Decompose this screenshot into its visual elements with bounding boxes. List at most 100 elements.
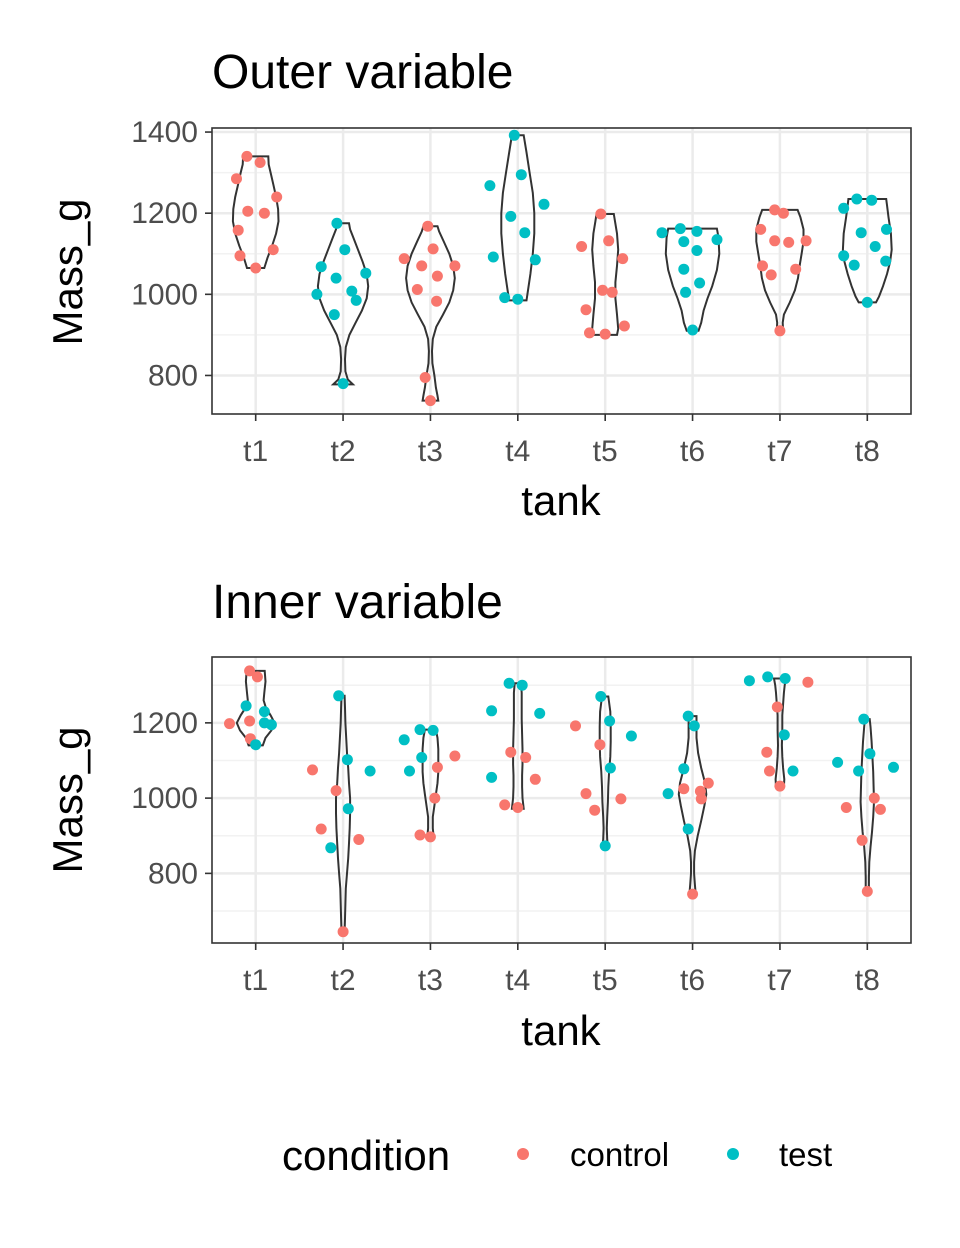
- data-point-control: [777, 207, 789, 219]
- data-point-test: [342, 803, 354, 815]
- y-tick-label: 1200: [131, 197, 198, 230]
- data-point-test: [516, 679, 528, 691]
- data-point-control: [695, 793, 707, 805]
- legend-title: condition: [282, 1132, 450, 1179]
- x-tick-label-t7: t7: [767, 435, 792, 468]
- y-tick-label: 800: [148, 857, 198, 890]
- data-point-control: [512, 802, 524, 813]
- data-point-test: [787, 765, 799, 777]
- violin-t6: [664, 227, 721, 332]
- data-point-test: [427, 724, 439, 736]
- data-point-test: [604, 715, 616, 727]
- data-point-control: [774, 325, 786, 337]
- data-point-control: [580, 304, 592, 316]
- data-point-control: [618, 320, 630, 332]
- data-point-test: [674, 223, 686, 235]
- x-tick-label-t4: t4: [505, 435, 530, 468]
- data-point-control: [250, 262, 262, 274]
- data-point-test: [778, 729, 790, 741]
- data-point-test: [656, 227, 668, 239]
- data-point-test: [341, 754, 353, 766]
- data-point-control: [419, 372, 431, 383]
- data-point-control: [422, 220, 434, 232]
- data-point-test: [414, 724, 426, 736]
- data-point-control: [687, 888, 699, 900]
- data-point-test: [240, 700, 252, 712]
- data-point-test: [853, 765, 865, 777]
- x-tick-label-t5: t5: [593, 964, 618, 997]
- x-tick-label-t3: t3: [418, 964, 443, 997]
- data-point-control: [429, 792, 441, 804]
- data-point-control: [427, 243, 439, 255]
- data-point-test: [680, 286, 692, 298]
- panel-title-inner: Inner variable: [212, 576, 503, 629]
- data-point-test: [779, 673, 791, 684]
- data-point-control: [874, 803, 886, 815]
- legend-key-control: [517, 1148, 529, 1160]
- data-point-control: [702, 777, 714, 789]
- data-point-test: [880, 255, 892, 267]
- x-tick-label-t2: t2: [331, 435, 356, 468]
- data-point-control: [603, 235, 615, 247]
- data-point-test: [881, 223, 892, 235]
- x-axis-title-inner: tank: [521, 1007, 601, 1054]
- y-tick-label: 800: [148, 359, 198, 392]
- data-point-test: [503, 677, 515, 689]
- panel-border: [211, 656, 912, 944]
- data-point-test: [711, 234, 723, 246]
- data-point-control: [416, 260, 428, 272]
- data-point-test: [855, 227, 867, 239]
- data-point-control: [234, 250, 246, 262]
- panel-background: [212, 128, 911, 414]
- data-point-control: [606, 286, 618, 298]
- data-point-control: [251, 671, 263, 683]
- legend-key-test: [727, 1148, 739, 1160]
- data-point-control: [764, 765, 775, 777]
- data-point-test: [599, 840, 611, 852]
- legend-label-control: control: [570, 1136, 669, 1173]
- data-point-test: [538, 198, 550, 210]
- x-tick-label-t1: t1: [243, 435, 268, 468]
- data-point-test: [832, 756, 844, 768]
- y-axis-title-outer: Mass_g: [44, 198, 91, 345]
- data-point-test: [691, 245, 703, 256]
- data-point-control: [414, 829, 426, 841]
- data-point-test: [346, 285, 358, 297]
- data-point-test: [404, 765, 415, 777]
- data-point-control: [241, 150, 253, 162]
- x-tick-label-t8: t8: [855, 435, 880, 468]
- violin-t8: [841, 198, 893, 304]
- data-point-test: [678, 236, 690, 248]
- data-point-control: [258, 207, 270, 219]
- x-tick-label-t4: t4: [505, 964, 530, 997]
- data-point-test: [364, 765, 376, 777]
- data-point-control: [353, 834, 365, 845]
- legend-label-test: test: [779, 1136, 832, 1173]
- data-point-test: [861, 296, 873, 308]
- data-point-control: [267, 244, 279, 256]
- data-point-control: [576, 241, 588, 252]
- data-point-control: [765, 269, 777, 281]
- data-point-test: [682, 710, 694, 722]
- data-point-control: [529, 773, 541, 785]
- data-point-control: [570, 720, 581, 732]
- data-point-test: [499, 292, 511, 304]
- data-point-test: [311, 288, 323, 300]
- data-point-control: [868, 792, 880, 804]
- data-point-control: [678, 783, 690, 795]
- data-point-test: [333, 690, 345, 702]
- data-point-test: [360, 267, 372, 279]
- data-point-test: [866, 194, 878, 206]
- data-point-control: [307, 764, 318, 776]
- data-point-test: [858, 713, 870, 725]
- violin-t7: [755, 208, 805, 332]
- data-point-control: [800, 235, 812, 247]
- data-point-control: [520, 752, 532, 763]
- data-point-control: [840, 802, 852, 813]
- data-point-test: [682, 823, 694, 835]
- data-point-control: [337, 926, 349, 938]
- data-point-control: [769, 204, 781, 216]
- data-point-test: [762, 671, 774, 683]
- data-point-test: [529, 254, 541, 266]
- data-point-test: [694, 277, 706, 289]
